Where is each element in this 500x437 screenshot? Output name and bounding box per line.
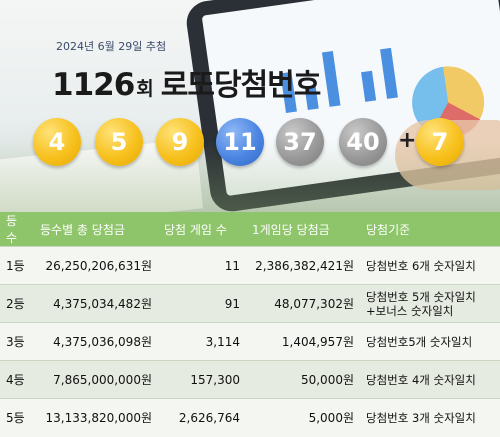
rank-cell: 3등 xyxy=(6,335,25,349)
prize-per-game-cell: 48,077,302원 xyxy=(274,297,354,311)
hero-banner: 2024년 6월 29일 추첨 1126 회 로또당첨번호 4 5 9 11 37 … xyxy=(0,0,500,212)
prize-per-game-cell: 5,000원 xyxy=(308,411,354,426)
table-row: 1등 26,250,206,631원 11 2,386,382,421원 당첨번… xyxy=(0,246,500,285)
criteria-cell: 당첨번호 5개 숫자일치 +보너스 숫자일치 xyxy=(366,289,476,318)
table-row: 5등 13,133,820,000원 2,626,764 5,000원 당첨번호… xyxy=(0,398,500,437)
lotto-ball-3: 9 xyxy=(156,118,204,166)
lotto-ball-2: 5 xyxy=(95,118,143,166)
rank-cell: 1등 xyxy=(6,259,25,273)
prize-per-game-cell: 1,404,957원 xyxy=(281,335,354,349)
round-suffix: 회 xyxy=(136,78,154,100)
criteria-cell: 당첨번호 6개 숫자일치 xyxy=(366,258,476,273)
header-winning-games: 당첨 게임 수 xyxy=(164,222,227,237)
total-prize-cell: 26,250,206,631원 xyxy=(45,259,152,273)
criteria-cell: 당첨번호5개 숫자일치 xyxy=(366,334,473,349)
total-prize-cell: 4,375,034,482원 xyxy=(53,297,152,311)
table-row: 3등 4,375,036,098원 3,114 1,404,957원 당첨번호5… xyxy=(0,322,500,361)
total-prize-cell: 13,133,820,000원 xyxy=(45,411,152,426)
header-rank: 등수 xyxy=(6,214,18,245)
winning-games-cell: 3,114 xyxy=(205,334,240,349)
prize-table: 등수 등수별 총 당첨금 당첨 게임 수 1게임당 당첨금 당첨기준 1등 26… xyxy=(0,212,500,437)
total-prize-cell: 4,375,036,098원 xyxy=(53,335,152,349)
table-row: 2등 4,375,034,482원 91 48,077,302원 당첨번호 5개… xyxy=(0,284,500,323)
bonus-ball: 7 xyxy=(416,118,464,166)
prize-per-game-cell: 2,386,382,421원 xyxy=(255,259,354,273)
lotto-ball-4: 11 xyxy=(216,118,264,166)
title-text: 로또당첨번호 xyxy=(160,68,322,103)
draw-date: 2024년 6월 29일 추첨 xyxy=(56,40,167,53)
rank-cell: 5등 xyxy=(6,411,25,426)
criteria-cell: 당첨번호 3개 숫자일치 xyxy=(366,410,476,425)
chart-bar-image xyxy=(321,50,341,107)
rank-cell: 2등 xyxy=(6,297,25,311)
prize-per-game-cell: 50,000원 xyxy=(300,373,354,387)
page-title: 1126 회 로또당첨번호 xyxy=(52,60,322,104)
plus-sign: + xyxy=(398,128,417,153)
winning-games-cell: 11 xyxy=(224,258,240,273)
lotto-ball-1: 4 xyxy=(33,118,81,166)
table-row: 4등 7,865,000,000원 157,300 50,000원 당첨번호 4… xyxy=(0,360,500,399)
header-prize-per-game: 1게임당 당첨금 xyxy=(252,222,330,237)
winning-games-cell: 157,300 xyxy=(190,372,240,387)
chart-bar-image xyxy=(380,47,398,99)
lotto-ball-6: 40 xyxy=(339,118,387,166)
lotto-ball-5: 37 xyxy=(276,118,324,166)
total-prize-cell: 7,865,000,000원 xyxy=(53,373,152,387)
criteria-cell: 당첨번호 4개 숫자일치 xyxy=(366,372,476,387)
chart-bar-image xyxy=(361,70,377,102)
winning-games-cell: 91 xyxy=(224,296,240,311)
winning-games-cell: 2,626,764 xyxy=(178,410,240,425)
rank-cell: 4등 xyxy=(6,373,25,387)
table-header-row: 등수 등수별 총 당첨금 당첨 게임 수 1게임당 당첨금 당첨기준 xyxy=(0,212,500,247)
header-criteria: 당첨기준 xyxy=(366,222,411,237)
round-number: 1126 xyxy=(52,67,135,103)
header-total-prize: 등수별 총 당첨금 xyxy=(40,222,125,237)
